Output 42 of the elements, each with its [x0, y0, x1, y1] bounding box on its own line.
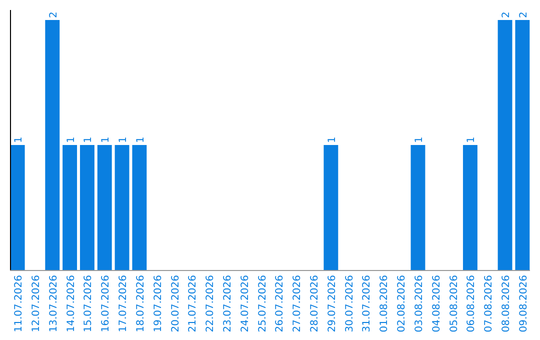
x-tick-label: 25.07.2026 — [257, 275, 268, 332]
data-label: 1 — [135, 136, 146, 143]
x-tick-label: 22.07.2026 — [205, 275, 216, 332]
x-tick-label: 21.07.2026 — [188, 275, 199, 332]
x-tick-label: 23.07.2026 — [222, 275, 234, 332]
x-tick-label: 31.07.2026 — [362, 275, 373, 332]
x-tick-label: 24.07.2026 — [240, 275, 251, 332]
x-tick-label: 09.08.2026 — [518, 275, 530, 332]
x-tick-label: 01.08.2026 — [379, 275, 390, 332]
x-tick-label: 17.07.2026 — [118, 275, 130, 332]
data-label: 1 — [118, 136, 130, 143]
x-tick-label: 04.08.2026 — [431, 275, 442, 332]
x-tick-label: 07.08.2026 — [484, 275, 495, 332]
data-label: 1 — [414, 136, 425, 143]
data-label: 1 — [66, 136, 77, 143]
data-label: 1 — [326, 136, 338, 143]
x-tick-label: 03.08.2026 — [414, 275, 425, 332]
x-tick-label: 20.07.2026 — [170, 275, 182, 332]
data-label: 2 — [501, 12, 512, 18]
data-label: 2 — [48, 12, 60, 18]
x-tick-label: 30.07.2026 — [344, 275, 356, 332]
data-label: 1 — [466, 136, 478, 143]
x-tick-label: 05.08.2026 — [448, 275, 460, 332]
x-tick-label: 19.07.2026 — [152, 275, 164, 332]
x-tick-label: 18.07.2026 — [135, 275, 146, 332]
x-tick-label: 11.07.2026 — [14, 275, 25, 332]
x-tick-label: 08.08.2026 — [501, 275, 512, 332]
x-tick-label: 26.07.2026 — [274, 275, 286, 332]
data-label: 1 — [14, 136, 25, 143]
data-label: 2 — [518, 12, 530, 18]
x-tick-label: 12.07.2026 — [30, 275, 42, 332]
x-tick-label: 06.08.2026 — [466, 275, 478, 332]
x-tick-label: 13.07.2026 — [48, 275, 60, 332]
x-tick-label: 02.08.2026 — [396, 275, 408, 332]
data-label: 1 — [83, 136, 94, 143]
x-tick-label: 29.07.2026 — [326, 275, 338, 332]
x-tick-label: 28.07.2026 — [310, 275, 321, 332]
x-tick-label: 14.07.2026 — [66, 275, 77, 332]
x-tick-label: 27.07.2026 — [292, 275, 304, 332]
data-label: 1 — [100, 136, 112, 143]
x-tick-label: 16.07.2026 — [100, 275, 112, 332]
x-tick-label: 15.07.2026 — [83, 275, 94, 332]
